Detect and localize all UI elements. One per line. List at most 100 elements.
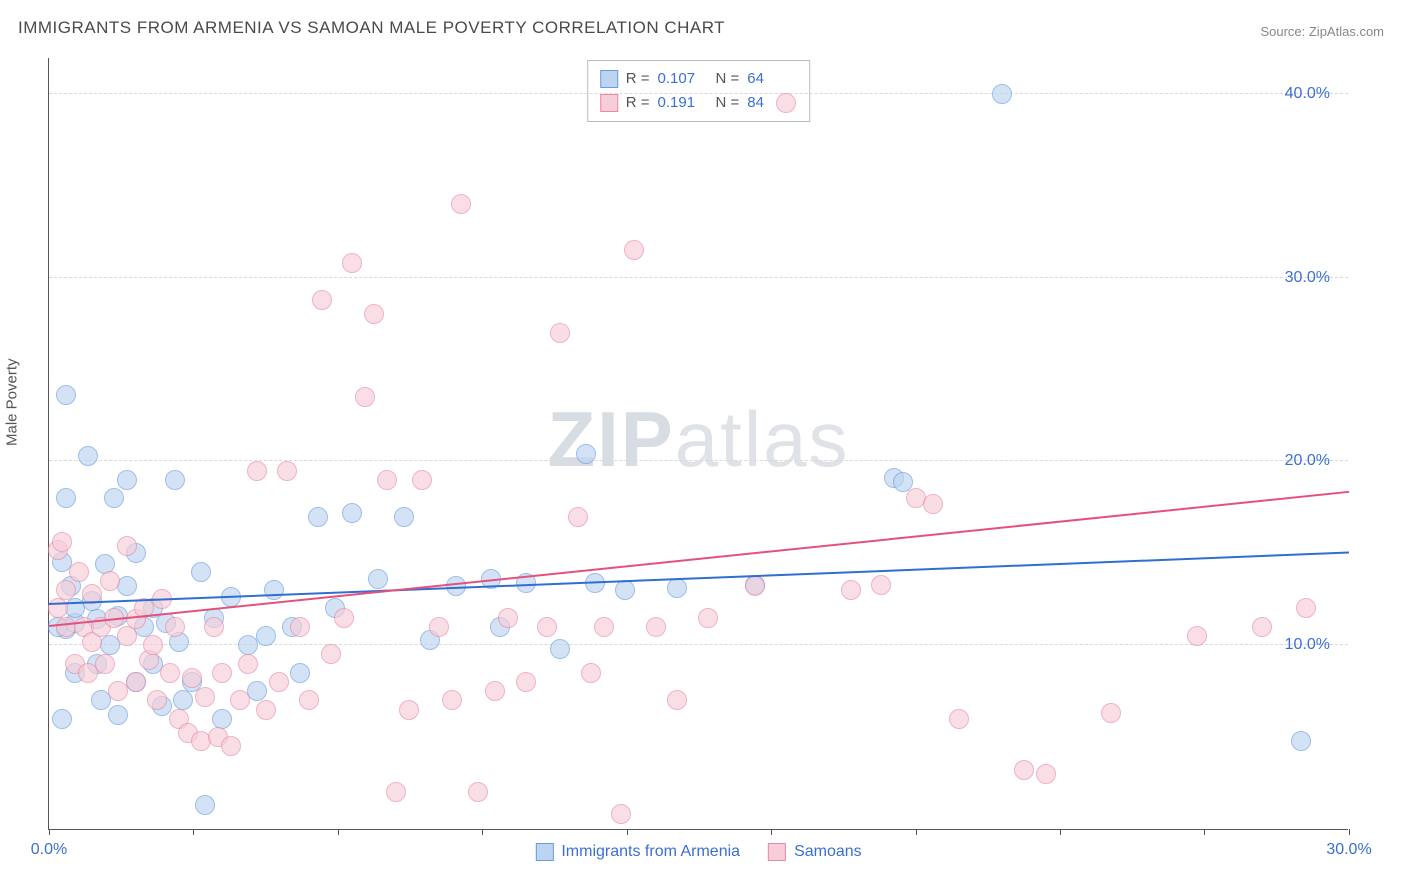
point-samoan: [429, 617, 449, 637]
point-samoan: [537, 617, 557, 637]
point-samoan: [342, 253, 362, 273]
point-samoan: [624, 240, 644, 260]
point-samoan: [212, 663, 232, 683]
point-armenia: [117, 576, 137, 596]
point-samoan: [204, 617, 224, 637]
point-samoan: [667, 690, 687, 710]
point-samoan: [516, 672, 536, 692]
stats-row: R = 0.107 N = 64: [600, 67, 798, 91]
point-samoan: [1296, 598, 1316, 618]
point-armenia: [78, 446, 98, 466]
point-samoan: [143, 635, 163, 655]
x-tick-label: 0.0%: [31, 841, 67, 859]
point-samoan: [1252, 617, 1272, 637]
point-samoan: [126, 672, 146, 692]
point-samoan: [221, 736, 241, 756]
x-tick: [627, 829, 628, 835]
x-tick: [1349, 829, 1350, 835]
y-tick-label: 20.0%: [1285, 452, 1330, 470]
point-samoan: [1187, 626, 1207, 646]
point-samoan: [334, 608, 354, 628]
point-samoan: [56, 580, 76, 600]
point-armenia: [342, 503, 362, 523]
legend-swatch: [600, 70, 618, 88]
r-label: R =: [626, 67, 650, 91]
x-tick: [916, 829, 917, 835]
point-armenia: [173, 690, 193, 710]
point-samoan: [165, 617, 185, 637]
n-label: N =: [716, 67, 740, 91]
point-armenia: [212, 709, 232, 729]
point-armenia: [667, 578, 687, 598]
y-tick-label: 30.0%: [1285, 269, 1330, 287]
legend-item: Immigrants from Armenia: [535, 843, 740, 861]
point-samoan: [321, 644, 341, 664]
point-samoan: [238, 654, 258, 674]
point-samoan: [1101, 703, 1121, 723]
point-samoan: [182, 668, 202, 688]
point-samoan: [451, 194, 471, 214]
point-armenia: [52, 709, 72, 729]
x-tick: [49, 829, 50, 835]
y-axis-label: Male Poverty: [4, 358, 21, 446]
x-tick: [1060, 829, 1061, 835]
point-armenia: [165, 470, 185, 490]
point-armenia: [56, 385, 76, 405]
point-samoan: [377, 470, 397, 490]
r-value: 0.107: [658, 67, 708, 91]
legend-item: Samoans: [768, 843, 862, 861]
point-samoan: [195, 687, 215, 707]
point-samoan: [949, 709, 969, 729]
point-armenia: [576, 444, 596, 464]
point-samoan: [95, 654, 115, 674]
x-tick: [338, 829, 339, 835]
point-samoan: [117, 536, 137, 556]
point-armenia: [104, 488, 124, 508]
watermark: ZIPatlas: [547, 393, 849, 484]
stats-row: R =0.191N =84: [600, 91, 798, 115]
point-samoan: [841, 580, 861, 600]
point-samoan: [581, 663, 601, 683]
point-armenia: [108, 705, 128, 725]
point-samoan: [594, 617, 614, 637]
point-samoan: [611, 804, 631, 824]
x-tick-label: 30.0%: [1326, 841, 1371, 859]
chart-title: IMMIGRANTS FROM ARMENIA VS SAMOAN MALE P…: [18, 18, 725, 38]
point-samoan: [442, 690, 462, 710]
legend-swatch: [535, 843, 553, 861]
n-value: 64: [747, 67, 797, 91]
point-armenia: [394, 507, 414, 527]
source-label: Source: ZipAtlas.com: [1260, 24, 1384, 39]
point-samoan: [160, 663, 180, 683]
y-tick-label: 10.0%: [1285, 636, 1330, 654]
legend-label: Samoans: [794, 843, 862, 861]
gridline: [49, 460, 1348, 461]
point-samoan: [568, 507, 588, 527]
n-label: N =: [716, 91, 740, 115]
point-armenia: [308, 507, 328, 527]
point-armenia: [247, 681, 267, 701]
point-samoan: [871, 575, 891, 595]
point-samoan: [412, 470, 432, 490]
x-tick: [1204, 829, 1205, 835]
point-armenia: [195, 795, 215, 815]
point-armenia: [615, 580, 635, 600]
point-armenia: [290, 663, 310, 683]
point-samoan: [1036, 764, 1056, 784]
r-value: 0.191: [658, 91, 708, 115]
x-tick: [482, 829, 483, 835]
point-samoan: [776, 93, 796, 113]
r-label: R =: [626, 91, 650, 115]
point-samoan: [230, 690, 250, 710]
point-armenia: [1291, 731, 1311, 751]
point-armenia: [56, 488, 76, 508]
point-samoan: [550, 323, 570, 343]
point-armenia: [368, 569, 388, 589]
point-samoan: [269, 672, 289, 692]
point-samoan: [69, 562, 89, 582]
point-samoan: [290, 617, 310, 637]
point-armenia: [191, 562, 211, 582]
point-samoan: [745, 576, 765, 596]
x-tick: [771, 829, 772, 835]
point-samoan: [256, 700, 276, 720]
